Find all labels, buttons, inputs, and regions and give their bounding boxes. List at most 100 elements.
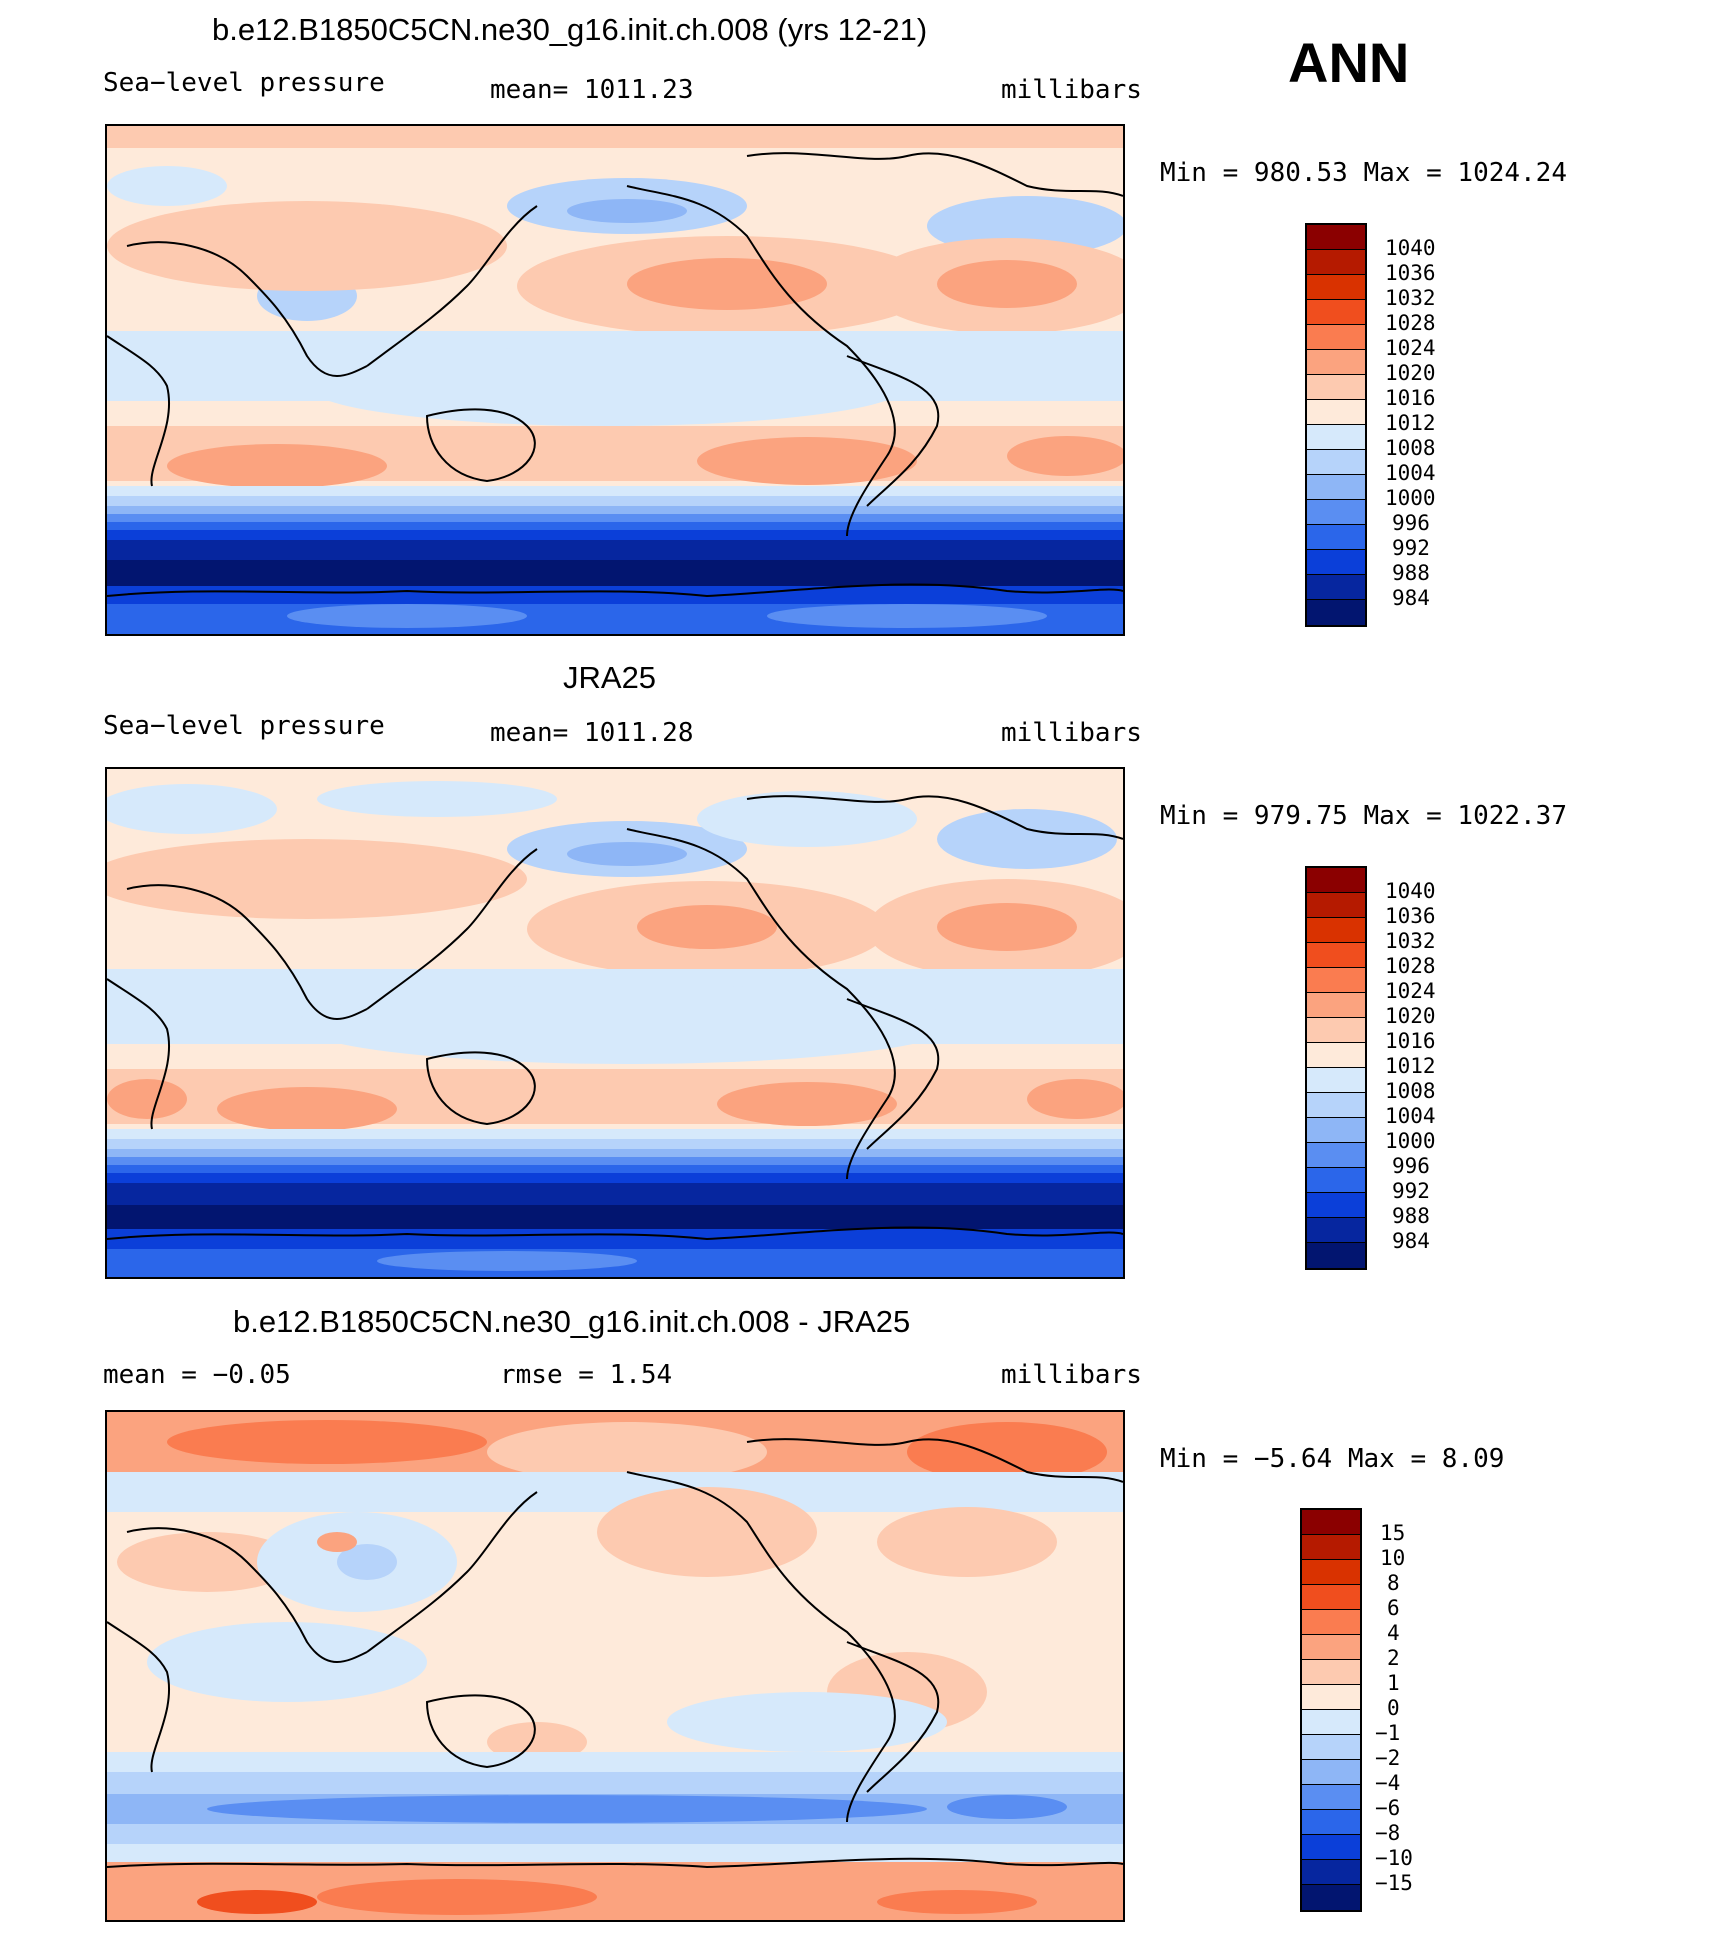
panel3-colorbar-bin bbox=[1302, 1885, 1360, 1910]
panel2-colorbar-label: 1032 bbox=[1385, 929, 1436, 953]
panel1-colorbar-label: 1036 bbox=[1385, 261, 1436, 285]
panel3-colorbar-bin bbox=[1302, 1535, 1360, 1560]
panel2-colorbar-bin bbox=[1307, 1068, 1365, 1093]
panel2-colorbar-label: 1000 bbox=[1385, 1129, 1436, 1153]
panel1-colorbar-label: 988 bbox=[1392, 561, 1430, 585]
panel2-colorbar-label: 1036 bbox=[1385, 904, 1436, 928]
panel3-colorbar-label: −10 bbox=[1375, 1846, 1413, 1870]
panel3-rmse-label: rmse = 1.54 bbox=[500, 1360, 673, 1390]
panel2-colorbar-bin bbox=[1307, 1043, 1365, 1068]
panel3-colorbar bbox=[1300, 1508, 1362, 1912]
panel3-colorbar-label: 2 bbox=[1387, 1646, 1400, 1670]
panel1-colorbar-label: 1024 bbox=[1385, 336, 1436, 360]
panel2-units-label: millibars bbox=[1001, 718, 1142, 748]
panel1-map-svg bbox=[107, 126, 1123, 634]
panel2-colorbar-label: 1040 bbox=[1385, 879, 1436, 903]
panel3-colorbar-bin bbox=[1302, 1635, 1360, 1660]
panel3-map-svg bbox=[107, 1412, 1123, 1920]
panel3-colorbar-label: −8 bbox=[1375, 1821, 1401, 1845]
panel2-colorbar-bin bbox=[1307, 943, 1365, 968]
panel3-colorbar-bin bbox=[1302, 1760, 1360, 1785]
panel1-colorbar-label: 1004 bbox=[1385, 461, 1436, 485]
panel3-colorbar-label: 15 bbox=[1380, 1521, 1406, 1545]
panel3-title: b.e12.B1850C5CN.ne30_g16.init.ch.008 - J… bbox=[233, 1304, 911, 1339]
panel2-colorbar-label: 1008 bbox=[1385, 1079, 1436, 1103]
panel3-colorbar-bin bbox=[1302, 1610, 1360, 1635]
panel2-colorbar-label: 992 bbox=[1392, 1179, 1430, 1203]
panel3-units-label: millibars bbox=[1001, 1360, 1142, 1390]
panel1-colorbar-label: 1028 bbox=[1385, 311, 1436, 335]
panel2-map-svg bbox=[107, 769, 1123, 1277]
panel1-colorbar-bin bbox=[1307, 525, 1365, 550]
panel1-minmax: Min = 980.53 Max = 1024.24 bbox=[1160, 158, 1567, 188]
panel2-colorbar bbox=[1305, 866, 1367, 1270]
panel1-units-label: millibars bbox=[1001, 75, 1142, 105]
panel3-colorbar-bin bbox=[1302, 1510, 1360, 1535]
panel3-colorbar-bin bbox=[1302, 1660, 1360, 1685]
panel2-colorbar-bin bbox=[1307, 1168, 1365, 1193]
panel1-colorbar-bin bbox=[1307, 475, 1365, 500]
panel1-colorbar-bin bbox=[1307, 325, 1365, 350]
panel2-colorbar-label: 1012 bbox=[1385, 1054, 1436, 1078]
panel3-colorbar-label: 1 bbox=[1387, 1671, 1400, 1695]
panel1-colorbar-label: 1016 bbox=[1385, 386, 1436, 410]
panel1-colorbar-bin bbox=[1307, 300, 1365, 325]
panel2-colorbar-bin bbox=[1307, 1243, 1365, 1268]
panel1-colorbar-bin bbox=[1307, 250, 1365, 275]
panel3-colorbar-bin bbox=[1302, 1860, 1360, 1885]
panel3-minmax: Min = −5.64 Max = 8.09 bbox=[1160, 1444, 1505, 1474]
panel2-minmax: Min = 979.75 Max = 1022.37 bbox=[1160, 801, 1567, 831]
panel2-colorbar-label: 1020 bbox=[1385, 1004, 1436, 1028]
panel3-colorbar-label: −6 bbox=[1375, 1796, 1401, 1820]
panel2-colorbar-bin bbox=[1307, 1093, 1365, 1118]
panel2-variable-label: Sea−level pressure bbox=[103, 711, 385, 741]
panel1-colorbar-bin bbox=[1307, 575, 1365, 600]
panel3-colorbar-bin bbox=[1302, 1835, 1360, 1860]
panel3-colorbar-label: −2 bbox=[1375, 1746, 1401, 1770]
panel1-colorbar-bin bbox=[1307, 550, 1365, 575]
panel2-colorbar-bin bbox=[1307, 893, 1365, 918]
panel1-colorbar-label: 1040 bbox=[1385, 236, 1436, 260]
panel1-colorbar-label: 992 bbox=[1392, 536, 1430, 560]
panel2-colorbar-label: 1004 bbox=[1385, 1104, 1436, 1128]
panel2-colorbar-label: 996 bbox=[1392, 1154, 1430, 1178]
panel2-colorbar-bin bbox=[1307, 1143, 1365, 1168]
panel2-colorbar-label: 1024 bbox=[1385, 979, 1436, 1003]
panel1-colorbar-label: 1000 bbox=[1385, 486, 1436, 510]
panel3-colorbar-label: 10 bbox=[1380, 1546, 1406, 1570]
panel1-colorbar-label: 996 bbox=[1392, 511, 1430, 535]
panel2-colorbar-bin bbox=[1307, 868, 1365, 893]
panel1-variable-label: Sea−level pressure bbox=[103, 68, 385, 98]
panel3-colorbar-label: −4 bbox=[1375, 1771, 1401, 1795]
panel3-colorbar-label: 0 bbox=[1387, 1696, 1400, 1720]
panel2-colorbar-label: 1016 bbox=[1385, 1029, 1436, 1053]
panel1-colorbar bbox=[1305, 223, 1367, 627]
panel1-colorbar-bin bbox=[1307, 450, 1365, 475]
panel2-colorbar-bin bbox=[1307, 1193, 1365, 1218]
panel3-colorbar-bin bbox=[1302, 1735, 1360, 1760]
panel2-colorbar-bin bbox=[1307, 1118, 1365, 1143]
panel1-colorbar-bin bbox=[1307, 225, 1365, 250]
panel2-colorbar-bin bbox=[1307, 968, 1365, 993]
panel3-colorbar-label: 8 bbox=[1387, 1571, 1400, 1595]
panel2-colorbar-bin bbox=[1307, 918, 1365, 943]
panel1-colorbar-label: 1032 bbox=[1385, 286, 1436, 310]
panel1-colorbar-label: 1020 bbox=[1385, 361, 1436, 385]
panel2-title: JRA25 bbox=[563, 660, 657, 695]
panel3-colorbar-bin bbox=[1302, 1685, 1360, 1710]
panel1-colorbar-bin bbox=[1307, 275, 1365, 300]
panel1-colorbar-label: 1012 bbox=[1385, 411, 1436, 435]
panel2-colorbar-bin bbox=[1307, 1018, 1365, 1043]
panel3-colorbar-label: −15 bbox=[1375, 1871, 1413, 1895]
panel2-colorbar-bin bbox=[1307, 993, 1365, 1018]
panel3-colorbar-bin bbox=[1302, 1560, 1360, 1585]
panel3-colorbar-label: 6 bbox=[1387, 1596, 1400, 1620]
panel1-colorbar-bin bbox=[1307, 425, 1365, 450]
panel2-map bbox=[105, 767, 1125, 1279]
panel1-colorbar-bin bbox=[1307, 500, 1365, 525]
panel1-colorbar-bin bbox=[1307, 400, 1365, 425]
panel2-colorbar-bin bbox=[1307, 1218, 1365, 1243]
panel2-colorbar-label: 1028 bbox=[1385, 954, 1436, 978]
panel2-colorbar-label: 988 bbox=[1392, 1204, 1430, 1228]
